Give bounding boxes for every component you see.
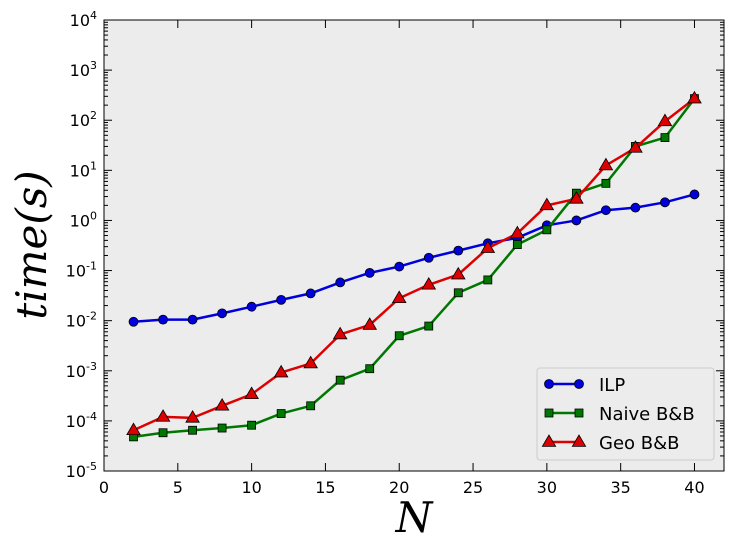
- x-tick-label: 0: [99, 478, 109, 497]
- x-tick-label: 25: [463, 478, 483, 497]
- data-point-ilp: [689, 189, 700, 200]
- series-line-naive-b-b: [133, 97, 696, 439]
- data-point-geo-b-b: [362, 317, 378, 330]
- x-axis-title: N: [395, 493, 434, 542]
- y-tick-label: 10-5: [66, 460, 97, 481]
- data-point-ilp: [453, 245, 464, 256]
- data-point-naive-b-b: [542, 225, 552, 235]
- data-point-naive-b-b: [394, 331, 404, 341]
- series-line-ilp: [133, 193, 695, 324]
- legend-item-geo-b-b: Geo B&B: [541, 433, 680, 454]
- data-point-geo-b-b: [214, 398, 230, 411]
- legend-marker: [544, 379, 554, 389]
- data-point-geo-b-b: [480, 240, 496, 253]
- series-geo-b-b: [126, 90, 702, 436]
- data-point-ilp: [630, 202, 641, 213]
- y-axis-title: time(s): [7, 170, 56, 319]
- x-tick-label: 5: [173, 478, 183, 497]
- data-point-ilp: [335, 277, 346, 288]
- series-line-geo-b-b: [133, 97, 696, 432]
- data-point-geo-b-b: [155, 409, 171, 422]
- data-point-ilp: [217, 308, 227, 319]
- data-point-naive-b-b: [276, 409, 286, 418]
- x-tick-label: 40: [684, 478, 704, 497]
- data-point-geo-b-b: [628, 140, 643, 153]
- data-point-geo-b-b: [126, 422, 141, 436]
- data-point-geo-b-b: [687, 90, 702, 104]
- legend-box: [536, 367, 715, 461]
- data-point-naive-b-b: [601, 178, 611, 188]
- y-tick-label: 10-1: [66, 260, 97, 281]
- data-point-naive-b-b: [217, 423, 227, 433]
- series-ilp: [128, 189, 700, 327]
- data-point-geo-b-b: [569, 191, 584, 204]
- data-point-ilp: [305, 288, 316, 299]
- data-point-naive-b-b: [453, 288, 463, 298]
- data-point-naive-b-b: [483, 275, 493, 285]
- legend-marker: [541, 434, 557, 447]
- y-tick-label: 10-3: [66, 360, 97, 381]
- x-tick-label: 20: [389, 478, 409, 497]
- legend: ILP Naive B&B Geo B&B: [536, 367, 715, 461]
- y-tick-label: 102: [70, 109, 97, 130]
- y-tick-label: 101: [70, 159, 97, 180]
- data-point-ilp: [246, 301, 257, 312]
- data-point-naive-b-b: [158, 428, 168, 438]
- data-point-ilp: [158, 314, 168, 325]
- data-point-naive-b-b: [512, 240, 522, 249]
- data-point-geo-b-b: [421, 276, 437, 290]
- legend-label: Naive B&B: [599, 404, 695, 425]
- data-point-geo-b-b: [303, 355, 319, 369]
- legend-item-naive-b-b: Naive B&B: [544, 404, 695, 425]
- data-point-ilp: [571, 215, 582, 226]
- y-tick-label: 104: [70, 9, 97, 30]
- data-point-geo-b-b: [273, 364, 289, 378]
- data-point-ilp: [423, 252, 434, 263]
- data-point-geo-b-b: [332, 326, 348, 340]
- data-point-ilp: [364, 267, 375, 278]
- data-point-naive-b-b: [188, 425, 197, 435]
- data-point-ilp: [187, 314, 198, 325]
- data-point-ilp: [394, 261, 405, 272]
- legend-marker: [574, 379, 584, 389]
- y-tick-label: 10-4: [66, 410, 97, 431]
- data-point-geo-b-b: [509, 225, 525, 239]
- data-point-ilp: [128, 316, 139, 327]
- legend-marker: [571, 434, 587, 447]
- x-tick-label: 35: [610, 478, 630, 497]
- legend-marker: [544, 408, 554, 418]
- data-point-naive-b-b: [247, 420, 257, 430]
- data-point-naive-b-b: [424, 321, 434, 331]
- data-point-geo-b-b: [657, 113, 673, 127]
- data-point-geo-b-b: [391, 290, 407, 303]
- legend-label: ILP: [599, 375, 625, 396]
- data-point-geo-b-b: [598, 157, 614, 171]
- data-point-ilp: [660, 197, 670, 208]
- legend-label: Geo B&B: [599, 433, 680, 454]
- series-layer: [126, 90, 702, 442]
- x-tick-label: 30: [537, 478, 557, 497]
- y-axis-ticks: 10-5 10-4 10-3 10-2 10-1 100 101 102 103 104: [66, 9, 724, 481]
- x-tick-label: 10: [241, 478, 261, 497]
- data-point-geo-b-b: [450, 266, 466, 280]
- x-tick-label: 15: [315, 478, 335, 497]
- data-point-geo-b-b: [539, 197, 555, 211]
- y-tick-label: 103: [70, 59, 97, 80]
- data-point-ilp: [601, 205, 611, 216]
- data-point-ilp: [276, 294, 287, 305]
- data-point-naive-b-b: [660, 133, 670, 143]
- data-point-naive-b-b: [335, 375, 345, 385]
- data-point-geo-b-b: [244, 386, 259, 399]
- data-point-naive-b-b: [365, 364, 375, 374]
- data-point-geo-b-b: [185, 410, 200, 423]
- y-tick-label: 10-2: [66, 310, 97, 331]
- data-point-naive-b-b: [306, 401, 316, 411]
- y-tick-label: 100: [70, 209, 97, 230]
- x-axis-ticks: 0 5 10 15 20 25 30 35 40: [99, 20, 705, 497]
- legend-marker: [574, 408, 584, 418]
- legend-item-ilp: ILP: [544, 375, 625, 396]
- legend-items: ILP Naive B&B Geo B&B: [541, 375, 695, 454]
